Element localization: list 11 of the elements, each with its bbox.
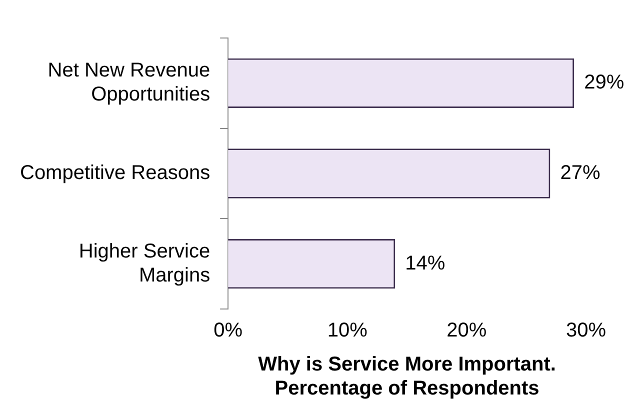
data-label: 14% [405,252,446,274]
y-tick-label: Competitive Reasons [20,162,210,184]
x-tick-label: 0% [214,320,243,342]
data-label: 27% [560,162,600,184]
y-tick-label: Higher Service Margins [78,240,210,286]
y-tick-label: Net New Revenue Opportunities [48,60,210,106]
data-label: 29% [584,72,624,94]
x-tick-label: 10% [327,320,368,342]
x-tick-label: 20% [446,320,487,342]
x-tick-label: 30% [566,320,606,342]
x-axis-title: Why is Service More Important. Percentage of Respondents [258,354,556,400]
